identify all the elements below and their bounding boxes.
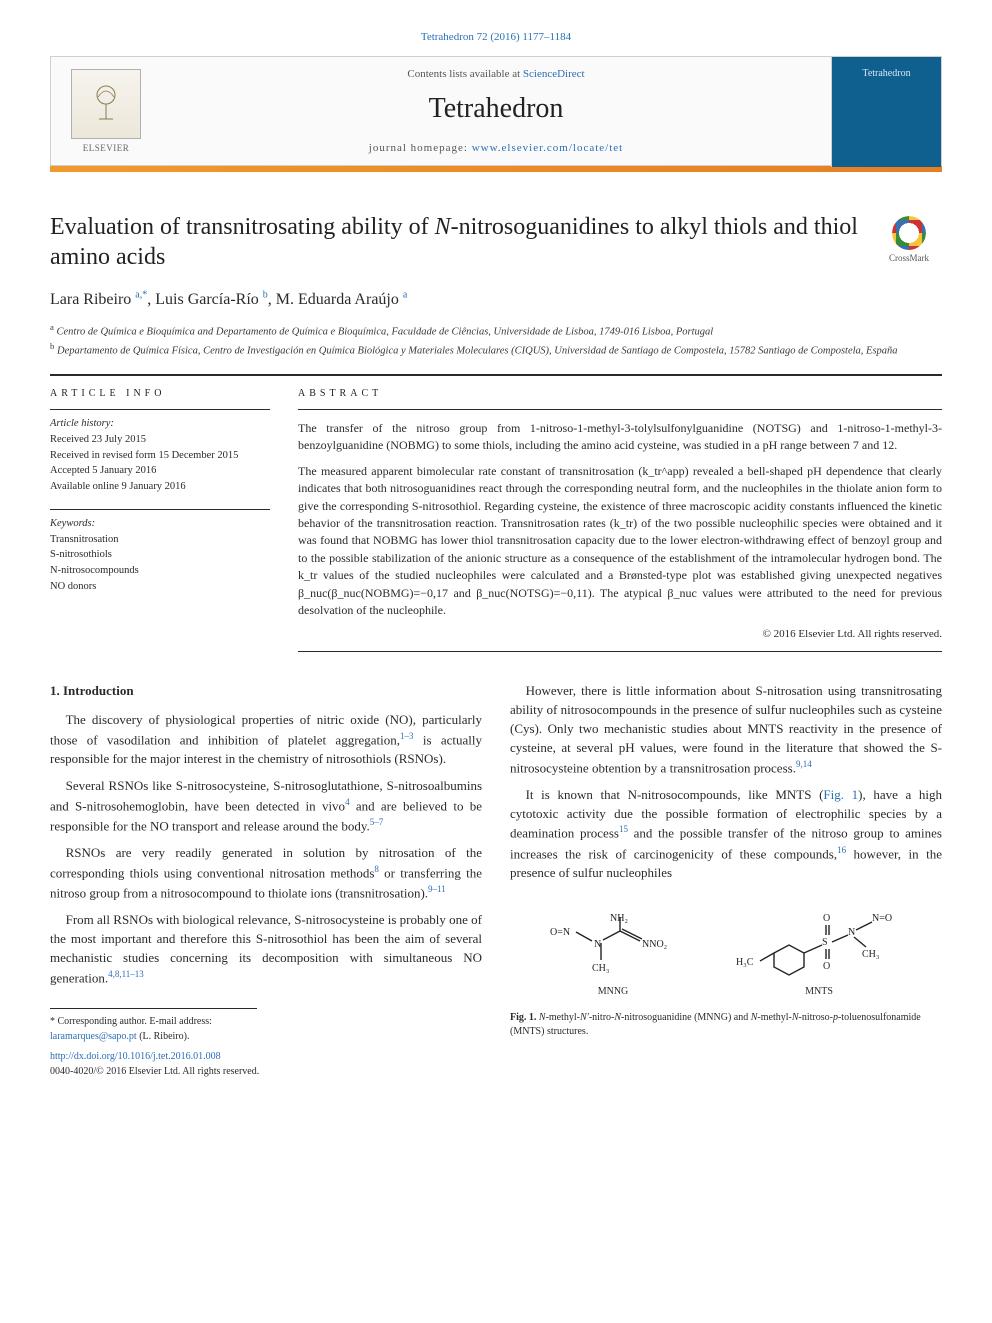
banner-accent-bar	[50, 166, 942, 172]
crossmark-label: CrossMark	[889, 252, 929, 265]
keywords: Keywords: TransnitrosationS-nitrosothiol…	[50, 509, 270, 595]
svg-text:NNO₂: NNO₂	[642, 939, 667, 950]
paragraph: RSNOs are very readily generated in solu…	[50, 844, 482, 903]
paragraph: The transfer of the nitroso group from 1…	[298, 420, 942, 455]
paragraph: From all RSNOs with biological relevance…	[50, 911, 482, 988]
list-item: Available online 9 January 2016	[50, 479, 270, 495]
affiliations: a Centro de Química e Bioquímica and Dep…	[50, 321, 942, 359]
list-item: Received in revised form 15 December 201…	[50, 448, 270, 464]
issn-copyright: 0040-4020/© 2016 Elsevier Ltd. All right…	[50, 1065, 482, 1080]
svg-text:O=N: O=N	[550, 927, 570, 938]
corresponding-email-link[interactable]: laramarques@sapo.pt	[50, 1031, 137, 1042]
cover-label: Tetrahedron	[862, 67, 910, 82]
section-1-paras-left: The discovery of physiological propertie…	[50, 711, 482, 988]
authors-line: Lara Ribeiro a,*, Luis García-Río b, M. …	[50, 288, 942, 311]
paragraph: It is known that N-nitrosocompounds, lik…	[510, 786, 942, 883]
paragraph: However, there is little information abo…	[510, 682, 942, 778]
journal-cover-thumb: Tetrahedron	[831, 57, 941, 167]
svg-text:N: N	[848, 927, 855, 938]
contents-pre: Contents lists available at	[407, 68, 522, 80]
publisher-wordmark: ELSEVIER	[83, 142, 130, 155]
doi-link[interactable]: http://dx.doi.org/10.1016/j.tet.2016.01.…	[50, 1051, 221, 1062]
svg-text:N: N	[594, 939, 601, 950]
molecule-mnng-label: MNNG	[548, 985, 678, 1000]
figure-1: O=N N CH₃ NH₂ NNO₂	[510, 895, 942, 1040]
publisher-logo: ELSEVIER	[51, 57, 161, 167]
list-item: Transnitrosation	[50, 532, 270, 548]
list-item: NO donors	[50, 579, 270, 595]
crossmark-icon	[892, 216, 926, 250]
affiliation-b: Departamento de Química Física, Centro d…	[57, 346, 898, 357]
elsevier-tree-icon	[71, 69, 141, 139]
list-item: S-nitrosothiols	[50, 547, 270, 563]
keywords-list: TransnitrosationS-nitrosothiolsN-nitroso…	[50, 532, 270, 595]
corresponding-author-footnote: * Corresponding author. E-mail address: …	[50, 1008, 257, 1044]
history-list: Received 23 July 2015Received in revised…	[50, 432, 270, 495]
journal-banner: ELSEVIER Contents lists available at Sci…	[50, 56, 942, 166]
homepage-link[interactable]: www.elsevier.com/locate/tet	[472, 142, 624, 154]
abstract-heading: ABSTRACT	[298, 387, 942, 402]
affiliation-a: Centro de Química e Bioquímica and Depar…	[57, 327, 714, 338]
svg-text:NH₂: NH₂	[610, 913, 628, 924]
crossmark-badge[interactable]: CrossMark	[876, 216, 942, 265]
paragraph: The discovery of physiological propertie…	[50, 711, 482, 769]
abstract-body: The transfer of the nitroso group from 1…	[298, 409, 942, 643]
corresponding-pre: * Corresponding author. E-mail address:	[50, 1016, 212, 1027]
molecule-mnts-label: MNTS	[734, 985, 904, 1000]
list-item: N-nitrosocompounds	[50, 563, 270, 579]
citation-link[interactable]: Tetrahedron 72 (2016) 1177–1184	[421, 31, 571, 43]
journal-name: Tetrahedron	[173, 89, 819, 130]
list-item: Accepted 5 January 2016	[50, 463, 270, 479]
doi-line: http://dx.doi.org/10.1016/j.tet.2016.01.…	[50, 1050, 482, 1065]
svg-text:S: S	[822, 937, 828, 948]
journal-homepage: journal homepage: www.elsevier.com/locat…	[173, 141, 819, 157]
paragraph: Several RSNOs like S-nitrosocysteine, S-…	[50, 777, 482, 836]
molecule-mnts: H₃C S O O	[734, 905, 904, 1000]
article-info-heading: ARTICLE INFO	[50, 387, 270, 402]
section-1-heading: 1. Introduction	[50, 682, 482, 701]
paragraph: The measured apparent bimolecular rate c…	[298, 463, 942, 620]
sciencedirect-link[interactable]: ScienceDirect	[523, 68, 585, 80]
keywords-head: Keywords:	[50, 516, 270, 532]
svg-text:N=O: N=O	[872, 913, 892, 924]
figure-1-caption: Fig. 1. N-methyl-N'-nitro-N-nitrosoguani…	[510, 1011, 942, 1039]
contents-line: Contents lists available at ScienceDirec…	[173, 67, 819, 83]
corresponding-suffix: (L. Ribeiro).	[137, 1031, 190, 1042]
molecule-mnng: O=N N CH₃ NH₂ NNO₂	[548, 905, 678, 1000]
list-item: Received 23 July 2015	[50, 432, 270, 448]
fig1-link[interactable]: Fig. 1	[823, 787, 858, 802]
article-title: Evaluation of transnitrosating ability o…	[50, 212, 860, 272]
svg-text:CH₃: CH₃	[862, 949, 879, 960]
history-head: Article history:	[50, 416, 270, 432]
article-history: Article history: Received 23 July 2015Re…	[50, 409, 270, 495]
abstract-paragraphs: The transfer of the nitroso group from 1…	[298, 420, 942, 619]
homepage-pre: journal homepage:	[369, 142, 472, 154]
citation-line: Tetrahedron 72 (2016) 1177–1184	[50, 30, 942, 46]
svg-text:O: O	[823, 961, 830, 972]
svg-text:H₃C: H₃C	[736, 957, 754, 968]
svg-text:O: O	[823, 913, 830, 924]
abstract-copyright: © 2016 Elsevier Ltd. All rights reserved…	[298, 627, 942, 643]
svg-text:CH₃: CH₃	[592, 963, 609, 974]
section-1-paras-right: However, there is little information abo…	[510, 682, 942, 882]
